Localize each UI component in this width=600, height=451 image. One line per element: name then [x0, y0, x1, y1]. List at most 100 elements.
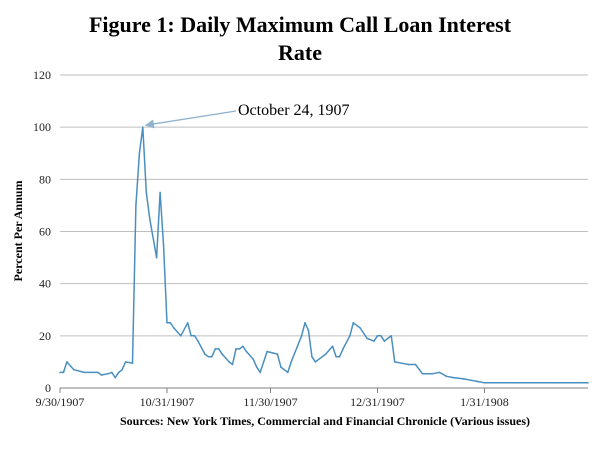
y-tick-label: 0 — [45, 381, 51, 395]
data-point — [307, 329, 310, 332]
data-point — [352, 322, 355, 324]
data-point — [100, 374, 103, 376]
y-tick-label: 60 — [39, 225, 51, 239]
data-point — [366, 337, 368, 340]
data-point — [166, 322, 168, 324]
data-point — [117, 371, 120, 374]
data-point — [280, 366, 282, 368]
x-tick-label: 9/30/1907 — [36, 395, 85, 409]
data-point — [380, 335, 382, 337]
data-point — [290, 361, 293, 363]
data-point — [314, 361, 317, 363]
y-tick-label: 120 — [33, 68, 51, 82]
data-point — [259, 371, 262, 374]
data-point — [131, 362, 134, 365]
data-point — [228, 361, 230, 363]
data-point — [204, 353, 206, 355]
data-point — [135, 204, 137, 207]
data-point — [587, 382, 589, 384]
data-point — [162, 243, 165, 246]
data-point — [552, 382, 555, 384]
data-point — [393, 361, 396, 363]
data-point — [238, 348, 241, 350]
data-point — [148, 217, 151, 220]
data-point — [452, 376, 455, 379]
data-point — [221, 353, 223, 355]
data-point — [231, 363, 234, 366]
data-point — [349, 335, 351, 337]
y-tick-label: 80 — [39, 172, 51, 186]
data-point — [252, 358, 255, 361]
data-point — [186, 322, 189, 324]
y-tick-label: 40 — [39, 277, 51, 291]
data-point — [142, 126, 144, 128]
x-tick-label: 10/31/1907 — [140, 395, 195, 409]
data-point — [111, 371, 113, 374]
data-point — [445, 375, 448, 378]
data-point — [59, 371, 61, 374]
data-point — [242, 345, 244, 348]
data-point — [73, 368, 75, 371]
data-point — [311, 355, 313, 358]
data-point — [97, 371, 99, 374]
data-point — [173, 327, 175, 329]
data-point — [376, 335, 379, 337]
source-note: Sources: New York Times, Commercial and … — [120, 414, 530, 428]
data-point — [217, 348, 220, 350]
data-point — [180, 335, 182, 337]
data-point — [266, 350, 268, 353]
data-point — [431, 372, 434, 375]
data-point — [383, 340, 386, 342]
data-point — [400, 362, 403, 365]
data-point — [324, 353, 327, 355]
data-point — [518, 382, 520, 384]
data-point — [169, 322, 172, 324]
y-tick-label: 20 — [39, 329, 51, 343]
data-point — [124, 361, 127, 363]
data-point — [387, 337, 389, 340]
x-tick-label: 12/31/1907 — [350, 395, 405, 409]
data-point — [318, 358, 320, 361]
data-points — [59, 126, 589, 384]
data-point — [138, 152, 141, 155]
data-point — [211, 355, 213, 358]
data-point — [476, 380, 479, 383]
x-tick-labels: 9/30/1907 10/31/1907 11/30/1907 12/31/1907 1… — [36, 388, 509, 409]
data-point — [483, 382, 486, 384]
data-point — [414, 363, 417, 366]
y-axis-label: Percent Per Annum — [11, 181, 25, 282]
data-point — [66, 361, 68, 363]
data-point — [107, 372, 110, 375]
annotation-arrow — [144, 110, 237, 129]
data-point — [342, 348, 344, 350]
data-point — [207, 355, 210, 358]
data-point — [390, 335, 393, 337]
data-point — [145, 191, 148, 194]
data-point — [463, 378, 465, 380]
data-point — [300, 335, 303, 337]
data-point — [469, 379, 472, 382]
data-point — [287, 371, 289, 374]
chart-title-line1: Figure 1: Daily Maximum Call Loan Intere… — [89, 12, 512, 37]
data-point — [159, 191, 161, 194]
data-point — [276, 353, 279, 355]
data-point — [438, 371, 441, 374]
data-point — [255, 366, 258, 368]
data-point — [373, 340, 375, 342]
data-point — [121, 368, 123, 371]
data-point — [338, 355, 341, 358]
data-point — [331, 345, 334, 348]
data-point — [214, 348, 217, 350]
x-tick-label: 1/31/1908 — [460, 395, 509, 409]
data-point — [197, 340, 199, 342]
data-point — [407, 363, 410, 366]
data-point — [114, 376, 116, 379]
y-tick-labels: 0 20 40 60 80 100 120 — [33, 68, 51, 395]
data-point — [421, 372, 424, 375]
data-point — [83, 371, 85, 374]
series-line — [60, 126, 588, 384]
data-point — [335, 355, 337, 358]
data-point — [245, 350, 248, 353]
y-tick-label: 100 — [33, 120, 51, 134]
